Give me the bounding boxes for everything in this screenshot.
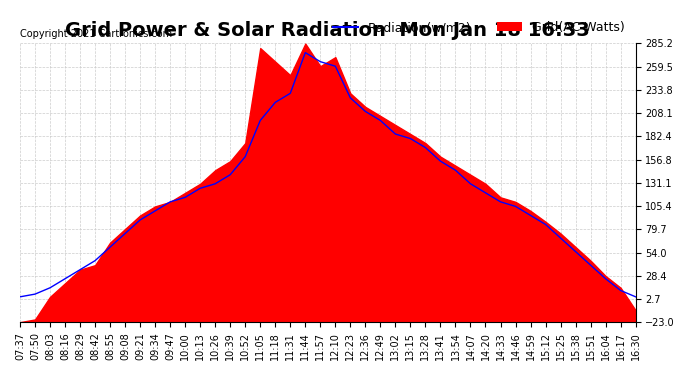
Title: Grid Power & Solar Radiation  Mon Jan 18 16:33: Grid Power & Solar Radiation Mon Jan 18 …	[66, 21, 590, 40]
Legend: Radiation(w/m2), Grid(AC Watts): Radiation(w/m2), Grid(AC Watts)	[328, 16, 629, 39]
Text: Copyright 2021 Cartronics.com: Copyright 2021 Cartronics.com	[20, 30, 172, 39]
